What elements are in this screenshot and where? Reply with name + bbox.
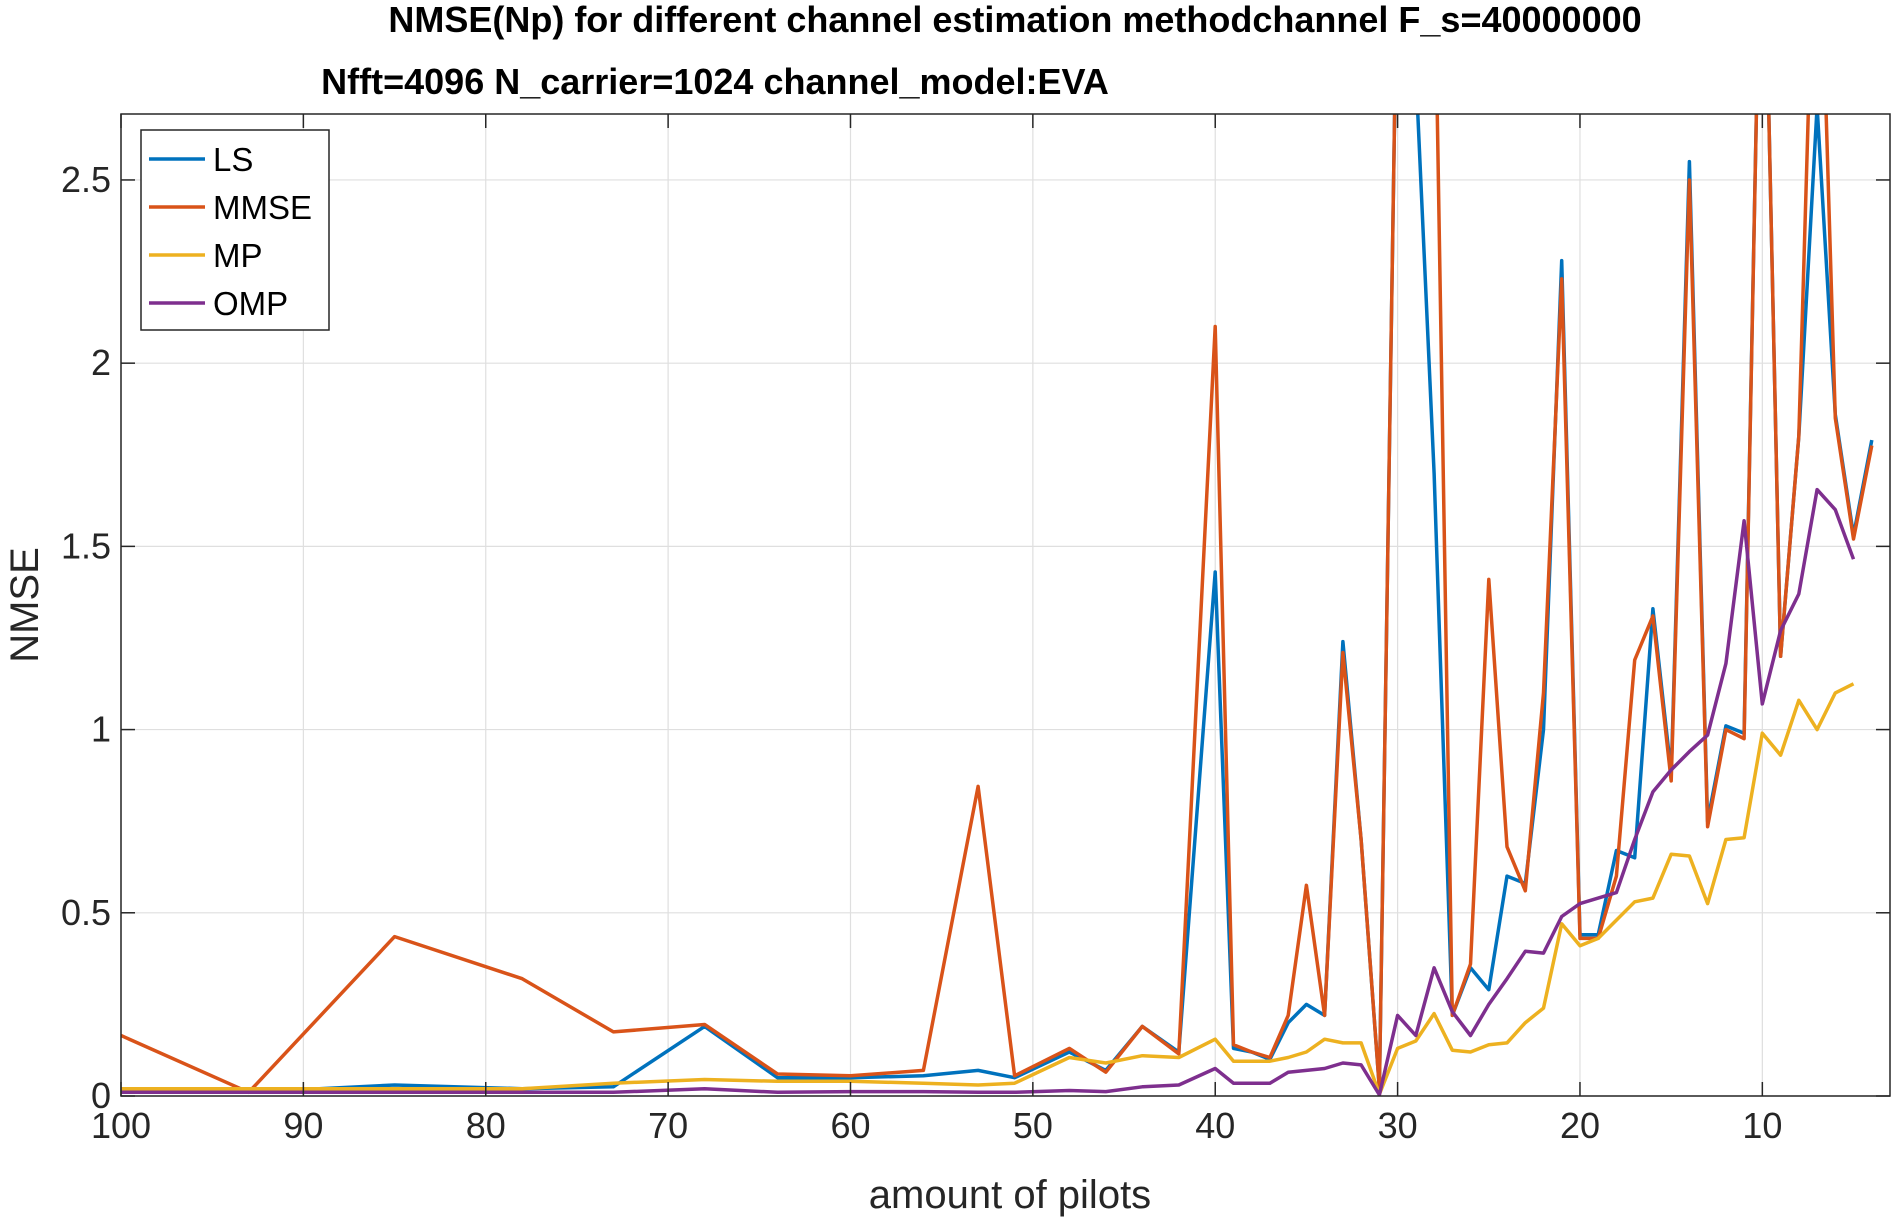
series-line-omp [121,487,1856,1096]
y-tick-label: 1.5 [61,525,111,566]
chart-title-line1: NMSE(Np) for different channel estimatio… [388,0,1641,40]
x-tick-label: 100 [91,1105,151,1146]
x-axis-label: amount of pilots [869,1173,1151,1217]
y-tick-label: 1 [91,709,111,750]
axes-box [120,113,1891,1097]
legend-label-mmse: MMSE [213,189,312,226]
x-tick-label: 20 [1560,1105,1600,1146]
legend-label-mp: MP [213,237,263,274]
x-tick-label: 90 [283,1105,323,1146]
x-tick-label: 70 [648,1105,688,1146]
legend-label-ls: LS [213,141,253,178]
x-tick-label: 50 [1013,1105,1053,1146]
x-tick-label: 30 [1378,1105,1418,1146]
y-tick-label: 0.5 [61,892,111,933]
y-axis-label: NMSE [3,547,47,663]
x-tick-label: 10 [1742,1105,1782,1146]
series-line-mmse [121,114,1874,1095]
x-tick-label: 80 [466,1105,506,1146]
grid-layer [120,114,1890,1097]
x-tick-label: 40 [1195,1105,1235,1146]
series-line-mp [121,682,1855,1096]
plot-area [121,114,1874,1096]
chart-title-line2: Nfft=4096 N_carrier=1024 channel_model:E… [321,61,1109,102]
legend-label-omp: OMP [213,285,288,322]
x-tick-label: 60 [830,1105,870,1146]
legend-box [140,129,330,331]
y-tick-label: 2 [91,342,111,383]
axes-background [121,114,1890,1096]
y-tick-label: 2.5 [61,159,111,200]
legend: LS MMSE MP OMP [140,129,330,331]
y-tick-label: 0 [91,1075,111,1116]
